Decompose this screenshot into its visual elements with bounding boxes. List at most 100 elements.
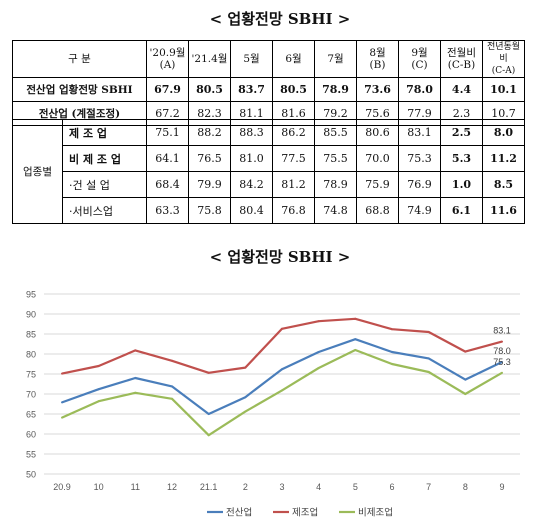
data-point [207, 413, 210, 415]
table-cell: 76.5 [188, 145, 231, 172]
data-point [134, 349, 137, 352]
header-col-0: '20.9월 (A) [146, 40, 189, 78]
y-tick-label: 70 [26, 390, 36, 400]
table-cell: 5.3 [440, 145, 483, 172]
table-cell: 68.4 [146, 171, 189, 198]
header-col-8: 전년동월비 (C-A) [482, 40, 525, 78]
y-tick-label: 80 [26, 350, 36, 360]
table-cell: 63.3 [146, 197, 189, 224]
data-point [281, 327, 283, 330]
x-tick-label: 9 [499, 482, 504, 492]
header-label: 구 분 [12, 40, 147, 78]
row-label: 제 조 업 [62, 119, 147, 146]
x-tick-label: 8 [463, 482, 468, 492]
data-point [317, 320, 320, 323]
table-cell: 83.1 [398, 119, 441, 146]
table-cell: 8.0 [482, 119, 525, 146]
table-cell: 74.8 [314, 197, 357, 224]
data-point [391, 351, 393, 353]
x-tick-label: 11 [131, 482, 140, 492]
x-tick-label: 10 [94, 482, 104, 492]
table-cell: 80.5 [272, 77, 315, 102]
data-point [501, 340, 503, 343]
header-col-3: 6월 [272, 40, 315, 78]
y-tick-label: 95 [26, 290, 36, 300]
y-tick-label: 85 [26, 330, 36, 340]
x-tick-label: 21.1 [200, 482, 218, 492]
data-point [171, 397, 173, 400]
table-cell: 86.2 [272, 119, 315, 146]
data-point [427, 371, 430, 373]
data-point [207, 371, 210, 374]
data-point [281, 368, 283, 371]
table-cell: 77.5 [272, 145, 315, 172]
table-cell: 74.9 [398, 197, 441, 224]
group-label: 업종별 [12, 119, 63, 224]
data-point [61, 372, 63, 375]
data-point [464, 393, 467, 395]
table-cell: 80.6 [356, 119, 399, 146]
table-title: < 업황전망 SBHI > [209, 10, 351, 28]
data-point [171, 385, 173, 388]
table-cell: 70.0 [356, 145, 399, 172]
table-cell: 75.9 [356, 171, 399, 198]
data-point [207, 434, 210, 437]
data-point [61, 401, 63, 404]
data-point [464, 350, 467, 353]
table-row: 비 제 조 업 64.1 76.5 81.0 77.5 75.5 70.0 75… [13, 145, 525, 172]
data-point [391, 328, 393, 331]
data-point [244, 410, 247, 413]
row-label: 전산업 업황전망 SBHI [12, 77, 147, 102]
data-point [134, 391, 137, 394]
data-point [317, 351, 320, 353]
table-cell: 68.8 [356, 197, 399, 224]
row-label: ·서비스업 [62, 197, 147, 224]
x-tick-label: 7 [426, 482, 431, 492]
table-cell: 4.4 [440, 77, 483, 102]
table-cell: 75.3 [398, 145, 441, 172]
x-tick-label: 3 [279, 482, 284, 492]
table-cell: 81.2 [272, 171, 315, 198]
data-point [354, 338, 357, 341]
table-cell: 78.0 [398, 77, 441, 102]
data-point [501, 361, 503, 363]
y-tick-label: 65 [26, 410, 36, 420]
sbhi-table: 구 분 '20.9월 (A) '21.4월 5월 6월 7월 8월 (B) 9월 (C… [12, 40, 525, 126]
table-cell: 78.9 [314, 171, 357, 198]
data-label: 75.3 [493, 357, 511, 367]
table-cell: 78.9 [314, 77, 357, 102]
table-cell: 75.8 [188, 197, 231, 224]
table-cell: 88.3 [230, 119, 273, 146]
table-cell: 80.5 [188, 77, 231, 102]
sbhi-table-sector: 업종별 제 조 업 75.1 88.2 88.3 86.2 85.5 80.6 … [12, 119, 525, 224]
header-col-1: '21.4월 [188, 40, 231, 78]
table-cell: 73.6 [356, 77, 399, 102]
table-cell: 79.9 [188, 171, 231, 198]
table-cell: 85.5 [314, 119, 357, 146]
data-point [244, 366, 247, 369]
data-label: 78.0 [493, 346, 511, 356]
x-tick-label: 4 [316, 482, 321, 492]
data-point [97, 388, 100, 391]
table-row: 전산업 (계절조정) 67.2 82.3 81.1 81.6 79.2 75.6… [12, 101, 525, 126]
x-tick-label: 20.9 [53, 482, 71, 492]
data-point [354, 317, 357, 320]
y-tick-label: 75 [26, 370, 36, 380]
table-cell: 6.1 [440, 197, 483, 224]
legend-label: 비제조업 [358, 507, 393, 519]
table-row: ·서비스업 63.3 75.8 80.4 76.8 74.8 68.8 74.9… [13, 197, 525, 224]
data-point [244, 396, 247, 399]
x-tick-label: 5 [353, 482, 358, 492]
table-cell: 84.2 [230, 171, 273, 198]
y-tick-label: 50 [26, 470, 36, 480]
table-row: 업종별 제 조 업 75.1 88.2 88.3 86.2 85.5 80.6 … [12, 119, 525, 224]
y-tick-label: 90 [26, 310, 36, 320]
legend-label: 제조업 [292, 507, 318, 519]
row-label: ·건 설 업 [62, 171, 147, 198]
header-col-2: 5월 [230, 40, 273, 78]
table-cell: 64.1 [146, 145, 189, 172]
data-point [134, 377, 137, 379]
table-cell: 10.1 [482, 77, 525, 102]
data-point [501, 371, 503, 374]
data-point [317, 367, 320, 369]
